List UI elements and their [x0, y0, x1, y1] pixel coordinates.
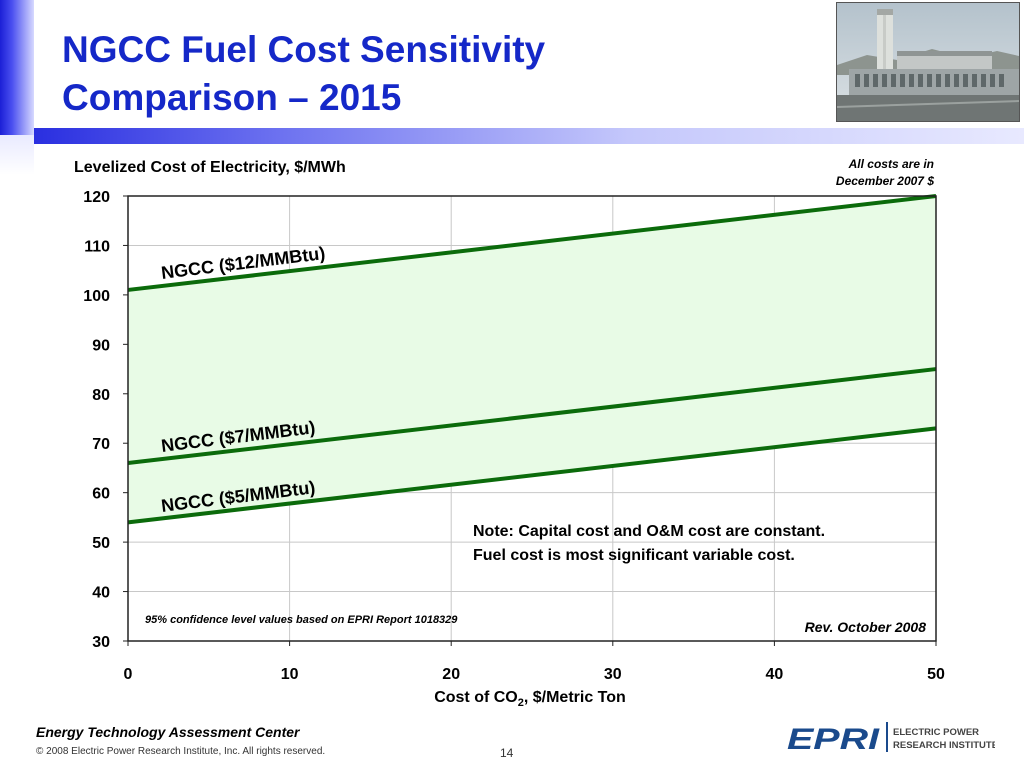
y-tick-label: 80	[92, 387, 110, 404]
x-tick-label: 30	[604, 666, 622, 683]
y-tick-label: 30	[92, 634, 110, 651]
axis-ticks: 30 40 50 60 70 80 90 100 110 120 0 10 20 30 40 50	[83, 189, 945, 683]
title-underline-bar	[34, 128, 1024, 144]
y-tick-label: 110	[84, 238, 110, 255]
epri-logo-divider	[886, 722, 888, 752]
x-tick-label: 50	[927, 666, 945, 683]
y-tick-label: 100	[83, 288, 110, 305]
x-tick-label: 0	[124, 666, 133, 683]
note-line-2: Fuel cost is most significant variable c…	[473, 547, 795, 564]
x-tick-label: 40	[766, 666, 784, 683]
slide-title: NGCC Fuel Cost Sensitivity Comparison – …	[62, 26, 782, 122]
x-tick-label: 20	[442, 666, 460, 683]
series-line-ngcc-7	[127, 367, 937, 465]
note-line-1: Note: Capital cost and O&M cost are cons…	[473, 523, 825, 540]
epri-logo-subtitle-1: ELECTRIC POWER	[893, 727, 979, 738]
epri-logo-wordmark: EPRI	[787, 723, 880, 754]
copyright-notice: © 2008 Electric Power Research Institute…	[36, 746, 326, 757]
epri-logo-subtitle-2: RESEARCH INSTITUTE	[893, 740, 995, 751]
lcoe-chart: 30 40 50 60 70 80 90 100 110 120 0 10 20 30 40 50 Level…	[74, 157, 945, 709]
y-tick-label: 50	[92, 535, 110, 552]
cost-basis-line-1: All costs are in	[848, 157, 934, 171]
revision-note: Rev. October 2008	[805, 619, 927, 635]
slide-title-line-1: NGCC Fuel Cost Sensitivity	[62, 29, 546, 70]
x-axis-label: Cost of CO2, $/Metric Ton	[434, 689, 626, 709]
y-tick-label: 60	[92, 486, 110, 503]
y-tick-label: 40	[92, 585, 110, 602]
slide-title-line-2: Comparison – 2015	[62, 77, 402, 118]
page-number: 14	[500, 746, 514, 760]
y-tick-label: 70	[92, 436, 110, 453]
series-line-ngcc-12	[127, 194, 937, 292]
x-axis-label-tail: , $/Metric Ton	[524, 689, 626, 706]
x-axis-label-main: Cost of CO	[434, 689, 518, 706]
x-tick-label: 10	[281, 666, 299, 683]
y-tick-label: 90	[92, 337, 110, 354]
series-lines	[127, 194, 937, 525]
y-axis-label: Levelized Cost of Electricity, $/MWh	[74, 159, 346, 176]
footer-center-name: Energy Technology Assessment Center	[36, 724, 300, 740]
left-accent-bar	[0, 0, 34, 135]
series-line-ngcc-5	[127, 426, 937, 525]
cost-basis-line-2: December 2007 $	[836, 174, 934, 188]
left-accent-fade	[0, 135, 34, 175]
plot-frame	[127, 195, 937, 642]
confidence-note: 95% confidence level values based on EPR…	[145, 614, 458, 626]
x-axis-label-subscript: 2	[518, 697, 524, 709]
epri-logo: EPRI ELECTRIC POWER RESEARCH INSTITUTE	[787, 722, 995, 754]
y-tick-label: 120	[83, 189, 110, 206]
power-plant-photo	[836, 2, 1020, 122]
